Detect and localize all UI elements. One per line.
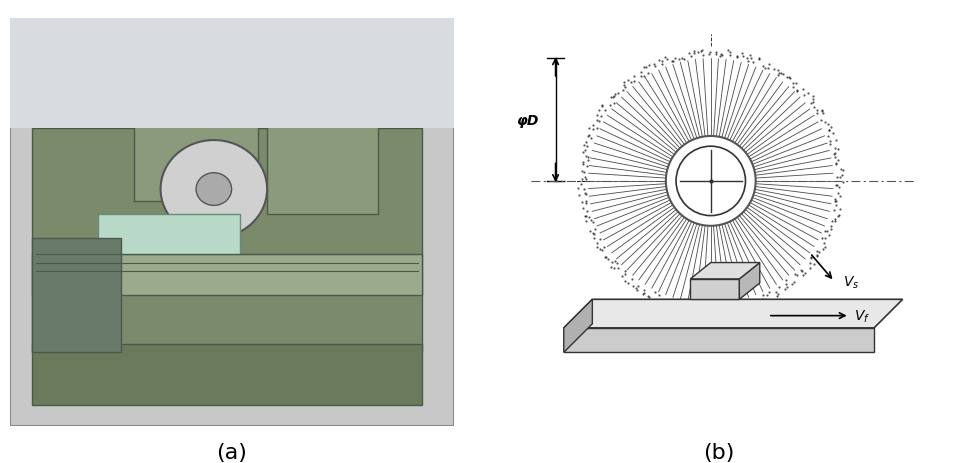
Polygon shape <box>564 300 902 328</box>
FancyBboxPatch shape <box>32 344 423 406</box>
Polygon shape <box>690 279 739 300</box>
FancyBboxPatch shape <box>10 19 454 129</box>
Polygon shape <box>739 263 759 300</box>
Text: $V_f$: $V_f$ <box>854 308 869 324</box>
FancyBboxPatch shape <box>98 214 240 255</box>
Circle shape <box>666 137 756 226</box>
Text: $V_s$: $V_s$ <box>842 274 859 290</box>
Text: φD: φD <box>517 113 539 127</box>
FancyBboxPatch shape <box>32 238 121 353</box>
Polygon shape <box>690 263 759 279</box>
FancyBboxPatch shape <box>32 255 423 295</box>
Circle shape <box>196 173 232 206</box>
Text: (b): (b) <box>703 442 734 462</box>
FancyBboxPatch shape <box>267 112 378 214</box>
Text: (a): (a) <box>216 442 247 462</box>
FancyBboxPatch shape <box>10 19 454 426</box>
Circle shape <box>160 141 267 238</box>
Circle shape <box>676 147 746 216</box>
Polygon shape <box>564 300 593 353</box>
FancyBboxPatch shape <box>134 80 259 202</box>
FancyBboxPatch shape <box>32 129 423 353</box>
Polygon shape <box>564 328 874 353</box>
